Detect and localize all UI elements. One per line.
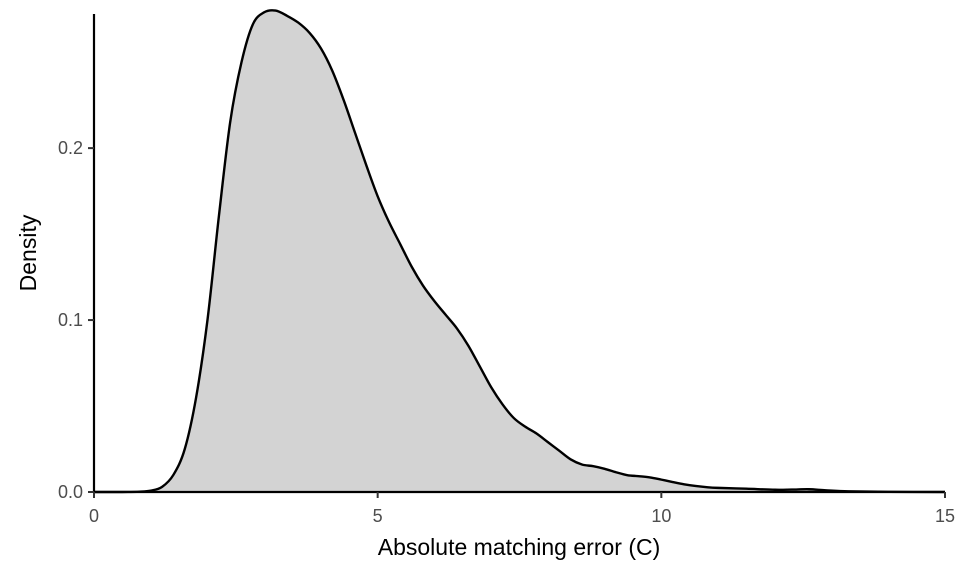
density-curve — [93, 9, 946, 494]
x-tick-label: 5 — [373, 506, 383, 526]
x-tick-label: 10 — [651, 506, 671, 526]
y-tick-label: 0.0 — [58, 482, 83, 502]
y-axis-title: Density — [15, 214, 41, 291]
axes: 0 5 10 15 0.0 0.1 0.2 — [58, 14, 955, 526]
density-area — [94, 10, 945, 492]
y-tick-label: 0.2 — [58, 138, 83, 158]
y-tick-label: 0.1 — [58, 310, 83, 330]
x-tick-label: 15 — [935, 506, 955, 526]
x-tick-label: 0 — [89, 506, 99, 526]
x-axis-title: Absolute matching error (C) — [378, 534, 661, 560]
plot-area — [93, 9, 946, 494]
